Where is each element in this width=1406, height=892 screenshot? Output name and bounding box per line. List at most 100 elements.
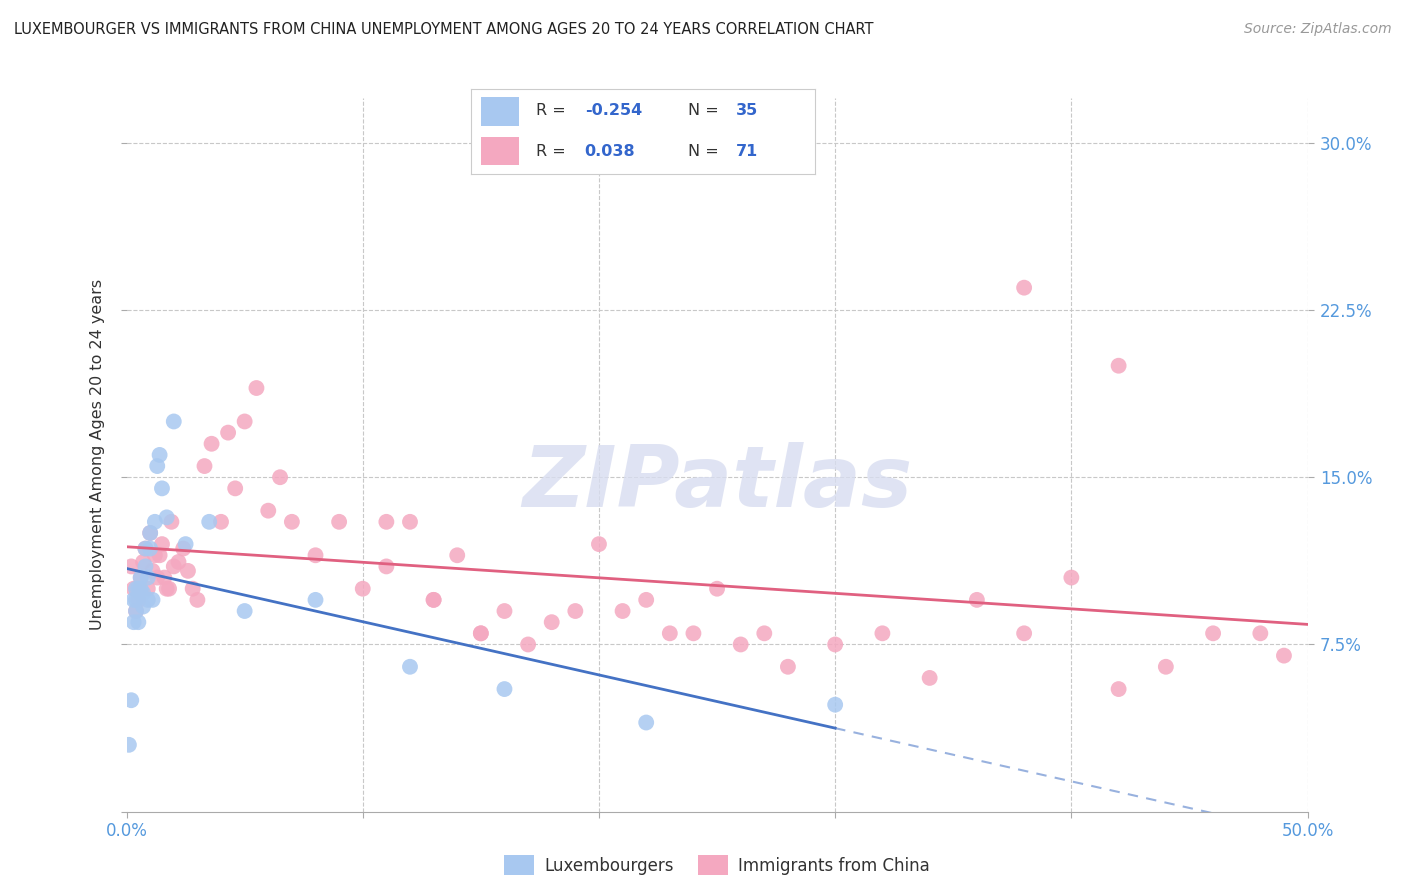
Point [494, 681, 516, 696]
Point [150, 537, 173, 551]
Point [156, 510, 179, 524]
Point [1249, 626, 1271, 640]
Point [132, 555, 155, 569]
Point [422, 592, 444, 607]
Point [181, 582, 204, 596]
Point [730, 637, 752, 651]
Text: 71: 71 [737, 144, 758, 159]
Point [682, 626, 704, 640]
Point [352, 582, 374, 596]
Point [122, 582, 145, 596]
Point [304, 592, 326, 607]
Point [139, 541, 162, 556]
Point [1012, 626, 1035, 640]
Point [1060, 571, 1083, 585]
Point [125, 604, 148, 618]
Text: 35: 35 [737, 103, 758, 118]
Point [1272, 648, 1295, 663]
Point [153, 571, 176, 585]
Point [422, 592, 444, 607]
Point [446, 548, 468, 563]
Point [167, 555, 190, 569]
Point [125, 582, 148, 596]
Point [127, 615, 149, 630]
Bar [481, 97, 519, 126]
Point [177, 564, 200, 578]
Point [150, 482, 173, 496]
Bar [481, 136, 519, 165]
Point [160, 515, 183, 529]
Text: N =: N = [688, 144, 724, 159]
Point [304, 548, 326, 563]
Point [136, 571, 159, 585]
Point [156, 582, 179, 596]
Point [163, 559, 186, 574]
Text: 0.038: 0.038 [585, 144, 636, 159]
Point [125, 604, 148, 618]
Point [143, 548, 166, 563]
Point [1154, 660, 1177, 674]
Point [224, 482, 246, 496]
Text: R =: R = [537, 144, 576, 159]
Point [918, 671, 941, 685]
Point [658, 626, 681, 640]
Point [120, 559, 142, 574]
Y-axis label: Unemployment Among Ages 20 to 24 years: Unemployment Among Ages 20 to 24 years [90, 279, 105, 631]
Point [1108, 681, 1130, 696]
Point [636, 715, 658, 730]
Point [122, 592, 145, 607]
Point [564, 604, 586, 618]
Point [127, 582, 149, 596]
Point [146, 571, 169, 585]
Point [172, 541, 194, 556]
Point [174, 537, 197, 551]
Point [120, 693, 142, 707]
Point [824, 637, 846, 651]
Point [245, 381, 267, 395]
Point [118, 738, 141, 752]
Point [776, 660, 799, 674]
Point [217, 425, 239, 440]
Point [129, 582, 152, 596]
Text: R =: R = [537, 103, 571, 118]
Point [129, 586, 152, 600]
Point [399, 660, 422, 674]
Point [198, 515, 221, 529]
Point [470, 626, 492, 640]
Text: LUXEMBOURGER VS IMMIGRANTS FROM CHINA UNEMPLOYMENT AMONG AGES 20 TO 24 YEARS COR: LUXEMBOURGER VS IMMIGRANTS FROM CHINA UN… [14, 22, 873, 37]
Point [127, 592, 149, 607]
Text: Source: ZipAtlas.com: Source: ZipAtlas.com [1244, 22, 1392, 37]
Point [136, 592, 159, 607]
Point [132, 586, 155, 600]
Point [141, 564, 163, 578]
Point [706, 582, 728, 596]
Point [134, 541, 156, 556]
Point [281, 515, 304, 529]
Point [163, 414, 186, 429]
Point [328, 515, 350, 529]
Point [134, 559, 156, 574]
Text: N =: N = [688, 103, 724, 118]
Point [375, 559, 398, 574]
Point [143, 515, 166, 529]
Point [399, 515, 422, 529]
Point [636, 592, 658, 607]
Point [517, 637, 540, 651]
Point [233, 414, 256, 429]
Point [754, 626, 776, 640]
Point [136, 582, 159, 596]
Point [1202, 626, 1225, 640]
Point [588, 537, 610, 551]
Point [1012, 281, 1035, 295]
Point [494, 604, 516, 618]
Point [193, 459, 215, 474]
Point [129, 571, 152, 585]
Point [375, 515, 398, 529]
Point [129, 571, 152, 585]
Point [612, 604, 634, 618]
Point [186, 592, 208, 607]
Point [122, 615, 145, 630]
Point [872, 626, 894, 640]
Legend: Luxembourgers, Immigrants from China: Luxembourgers, Immigrants from China [498, 848, 936, 882]
Point [1108, 359, 1130, 373]
